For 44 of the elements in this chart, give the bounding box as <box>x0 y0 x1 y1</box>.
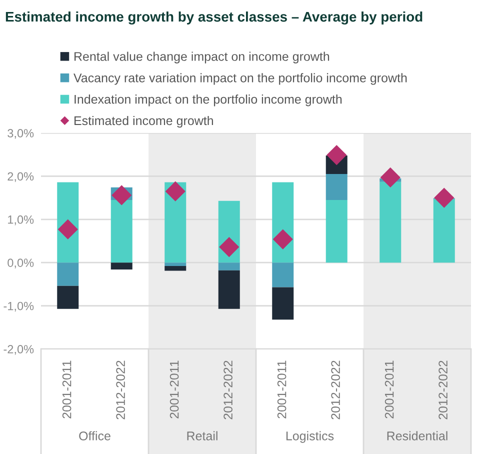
text: Retail <box>187 431 218 440</box>
bar <box>110 262 132 270</box>
x-tick-label: 2001-2011 <box>384 360 394 418</box>
bar <box>326 200 348 263</box>
bar <box>57 286 79 309</box>
legend-label: Vacancy rate variation impact on the portfolio income growth <box>74 73 407 85</box>
bar <box>272 287 294 320</box>
bar <box>218 270 240 309</box>
y-tick-label: 3,0% <box>8 129 34 139</box>
point <box>434 188 454 208</box>
point <box>272 229 293 250</box>
legend-label: Estimated income growth <box>74 116 213 128</box>
text: Residential <box>387 431 448 440</box>
y-tick-label: 2,0% <box>8 172 34 182</box>
text: Office <box>79 431 110 440</box>
point <box>380 167 400 188</box>
point <box>326 144 347 166</box>
bar <box>57 262 79 286</box>
y-tick-label: 1,0% <box>8 215 34 226</box>
x-tick-label: 2012-2022 <box>331 360 340 420</box>
x-tick-label: 2012-2022 <box>438 360 448 420</box>
x-tick-label: 2001-2011 <box>62 360 72 418</box>
bar <box>164 266 186 271</box>
bar <box>272 262 294 288</box>
text: Logistics <box>286 431 334 443</box>
legend-label: Rental value change impact on income growth <box>74 52 330 64</box>
x-tick-label: 2012-2022 <box>116 360 125 420</box>
y-tick-label: 0,0% <box>8 258 34 268</box>
bar <box>110 200 132 263</box>
y-tick-label: -2,0% <box>4 345 34 355</box>
bar <box>433 199 455 263</box>
bar <box>164 262 186 266</box>
bar <box>380 182 402 263</box>
point <box>219 236 240 258</box>
bar <box>218 262 240 270</box>
legend-label: Indexation impact on the portfolio income growth <box>74 94 342 106</box>
chart-title: Estimated income growth by asset classes – Average by period <box>6 11 422 25</box>
y-tick-label: -1,0% <box>4 302 34 312</box>
point <box>112 185 132 206</box>
x-tick-label: 2001-2011 <box>277 360 286 418</box>
bar <box>326 174 348 200</box>
x-tick-label: 2012-2022 <box>224 360 232 420</box>
point <box>165 181 186 202</box>
x-tick-label: 2001-2011 <box>170 360 179 418</box>
